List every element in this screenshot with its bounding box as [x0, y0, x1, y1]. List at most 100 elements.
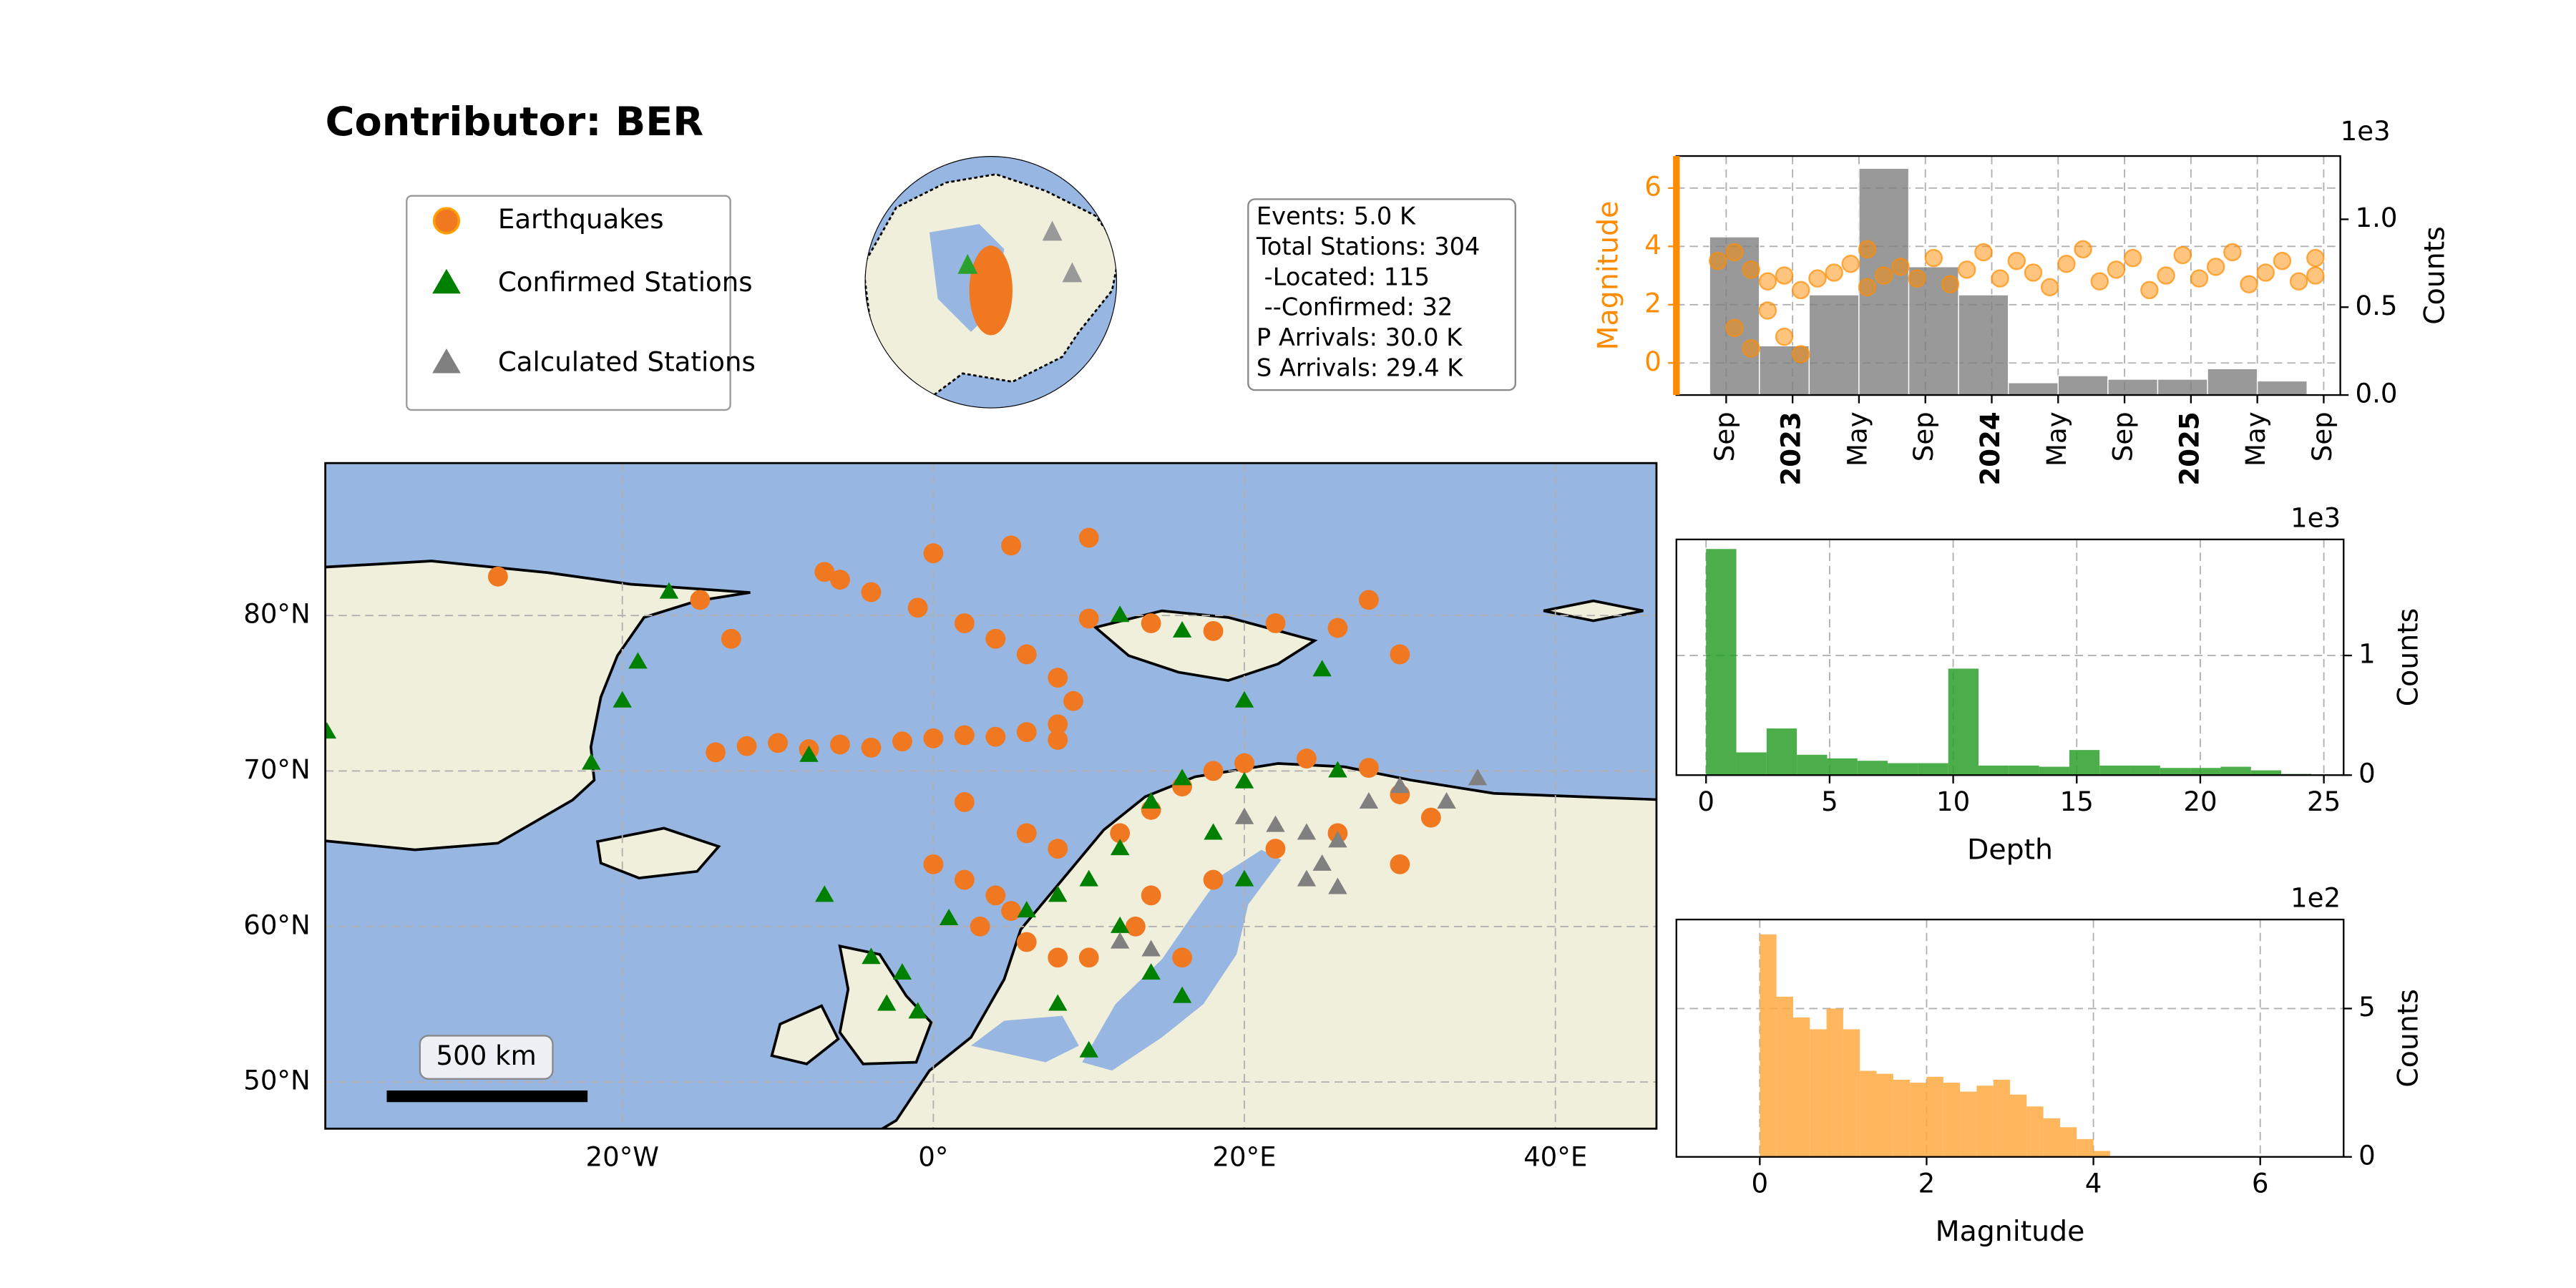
station [1390, 776, 1410, 794]
station [1110, 605, 1130, 623]
earthquake [861, 737, 882, 758]
count-bar [1808, 294, 1860, 396]
legend-marker [432, 207, 461, 235]
legend-box [406, 195, 731, 411]
station [1172, 769, 1192, 786]
hist-bar [2250, 770, 2282, 776]
hist-bar [1876, 1073, 1893, 1157]
station [1234, 771, 1254, 789]
earthquake [1016, 823, 1037, 844]
station [1110, 932, 1130, 949]
globe-stations [1042, 220, 1083, 283]
earthquake [830, 734, 850, 755]
hist-bar [2009, 765, 2039, 776]
station [1328, 761, 1347, 778]
x-tick-label: 10 [1936, 786, 1970, 817]
magnitude-point [1841, 255, 1860, 273]
magnitude-point [2157, 266, 2175, 285]
earthquake [1203, 869, 1224, 890]
count-bar [2008, 382, 2059, 396]
stats-box [1247, 198, 1516, 391]
earthquake [830, 570, 850, 590]
count-bar [2256, 380, 2308, 396]
magnitude-point [1758, 301, 1777, 320]
earthquake [736, 736, 757, 756]
x-tick-label: Sep [1709, 411, 1740, 462]
hist-bar [1893, 1079, 1911, 1157]
station [1079, 869, 1098, 887]
stat-line: --Confirmed: 32 [1257, 293, 1453, 321]
earthquake [1390, 854, 1410, 874]
legend-label: Calculated Stations [498, 346, 756, 377]
station [1328, 877, 1347, 894]
magnitude-point [2223, 243, 2242, 262]
station [1359, 792, 1379, 809]
hist-bar [1926, 1076, 1943, 1157]
x-tick-label: 5 [1821, 786, 1838, 817]
x-tick-label: 20 [2183, 786, 2217, 817]
magnitude-point [1974, 243, 1993, 262]
hist-bar [2190, 768, 2221, 776]
y-tick-label: 1 [2358, 639, 2376, 670]
hist-bar [2129, 765, 2160, 776]
hist-bar [1948, 668, 1979, 776]
y-tick-label: 0 [1644, 346, 1662, 377]
y-axis-label: Magnitude [1592, 201, 1625, 351]
magnitude-point [2256, 263, 2275, 282]
hist-bar [1910, 1083, 1927, 1157]
earthquake [1203, 761, 1224, 781]
station [613, 691, 632, 708]
legend-label: Confirmed Stations [498, 267, 753, 298]
earthquake [1172, 947, 1193, 968]
earthquake [1390, 644, 1410, 665]
legend-marker [432, 268, 461, 294]
hist-bar [1978, 765, 2009, 776]
earthquake [768, 733, 788, 753]
station [1266, 815, 1285, 832]
earthquake [1001, 535, 1021, 556]
station [862, 947, 881, 965]
magnitude-point [2123, 248, 2142, 268]
y-axis-label: Counts [2392, 608, 2425, 707]
stats: Events: 5.0 K Total Stations: 304 -Locate… [1256, 202, 1480, 381]
station [1328, 831, 1347, 848]
station [1172, 986, 1192, 1003]
earthquake [1078, 527, 1099, 548]
x-tick-label: May [2240, 411, 2271, 467]
station [1079, 1040, 1098, 1058]
station [1141, 940, 1161, 957]
earthquake [923, 543, 944, 564]
earthquake [1048, 714, 1068, 735]
station [1048, 885, 1068, 902]
station [1468, 769, 1488, 786]
magnitude-point [1758, 272, 1777, 291]
station [1312, 660, 1332, 677]
hist-bar [2026, 1106, 2044, 1157]
earthquake [1048, 730, 1068, 750]
hist-bar [1776, 996, 1793, 1157]
magnitude-point [1742, 339, 1760, 358]
hist-bar [1843, 1029, 1860, 1157]
count-bar [2207, 368, 2258, 396]
hist-bar [2099, 765, 2130, 776]
hist-bar [1943, 1083, 1961, 1157]
station [1141, 963, 1161, 980]
hist-bar [1736, 752, 1767, 776]
station [939, 909, 959, 925]
earthquake [985, 628, 1006, 649]
hist-bar [1766, 728, 1797, 776]
count-bar [2157, 379, 2208, 396]
scale-bar [386, 1090, 588, 1103]
earthquake [1016, 644, 1037, 665]
y-tick-label: 2 [1644, 288, 1662, 318]
hist-bar [1857, 761, 1888, 776]
station [1204, 823, 1223, 840]
magnitude-point [2306, 248, 2325, 268]
station [815, 885, 834, 902]
x-tick-label: 40°E [1523, 1142, 1587, 1173]
hist-bar [2077, 1138, 2094, 1157]
magnitude-point [1924, 248, 1943, 268]
station [659, 582, 679, 599]
station [1234, 691, 1254, 708]
